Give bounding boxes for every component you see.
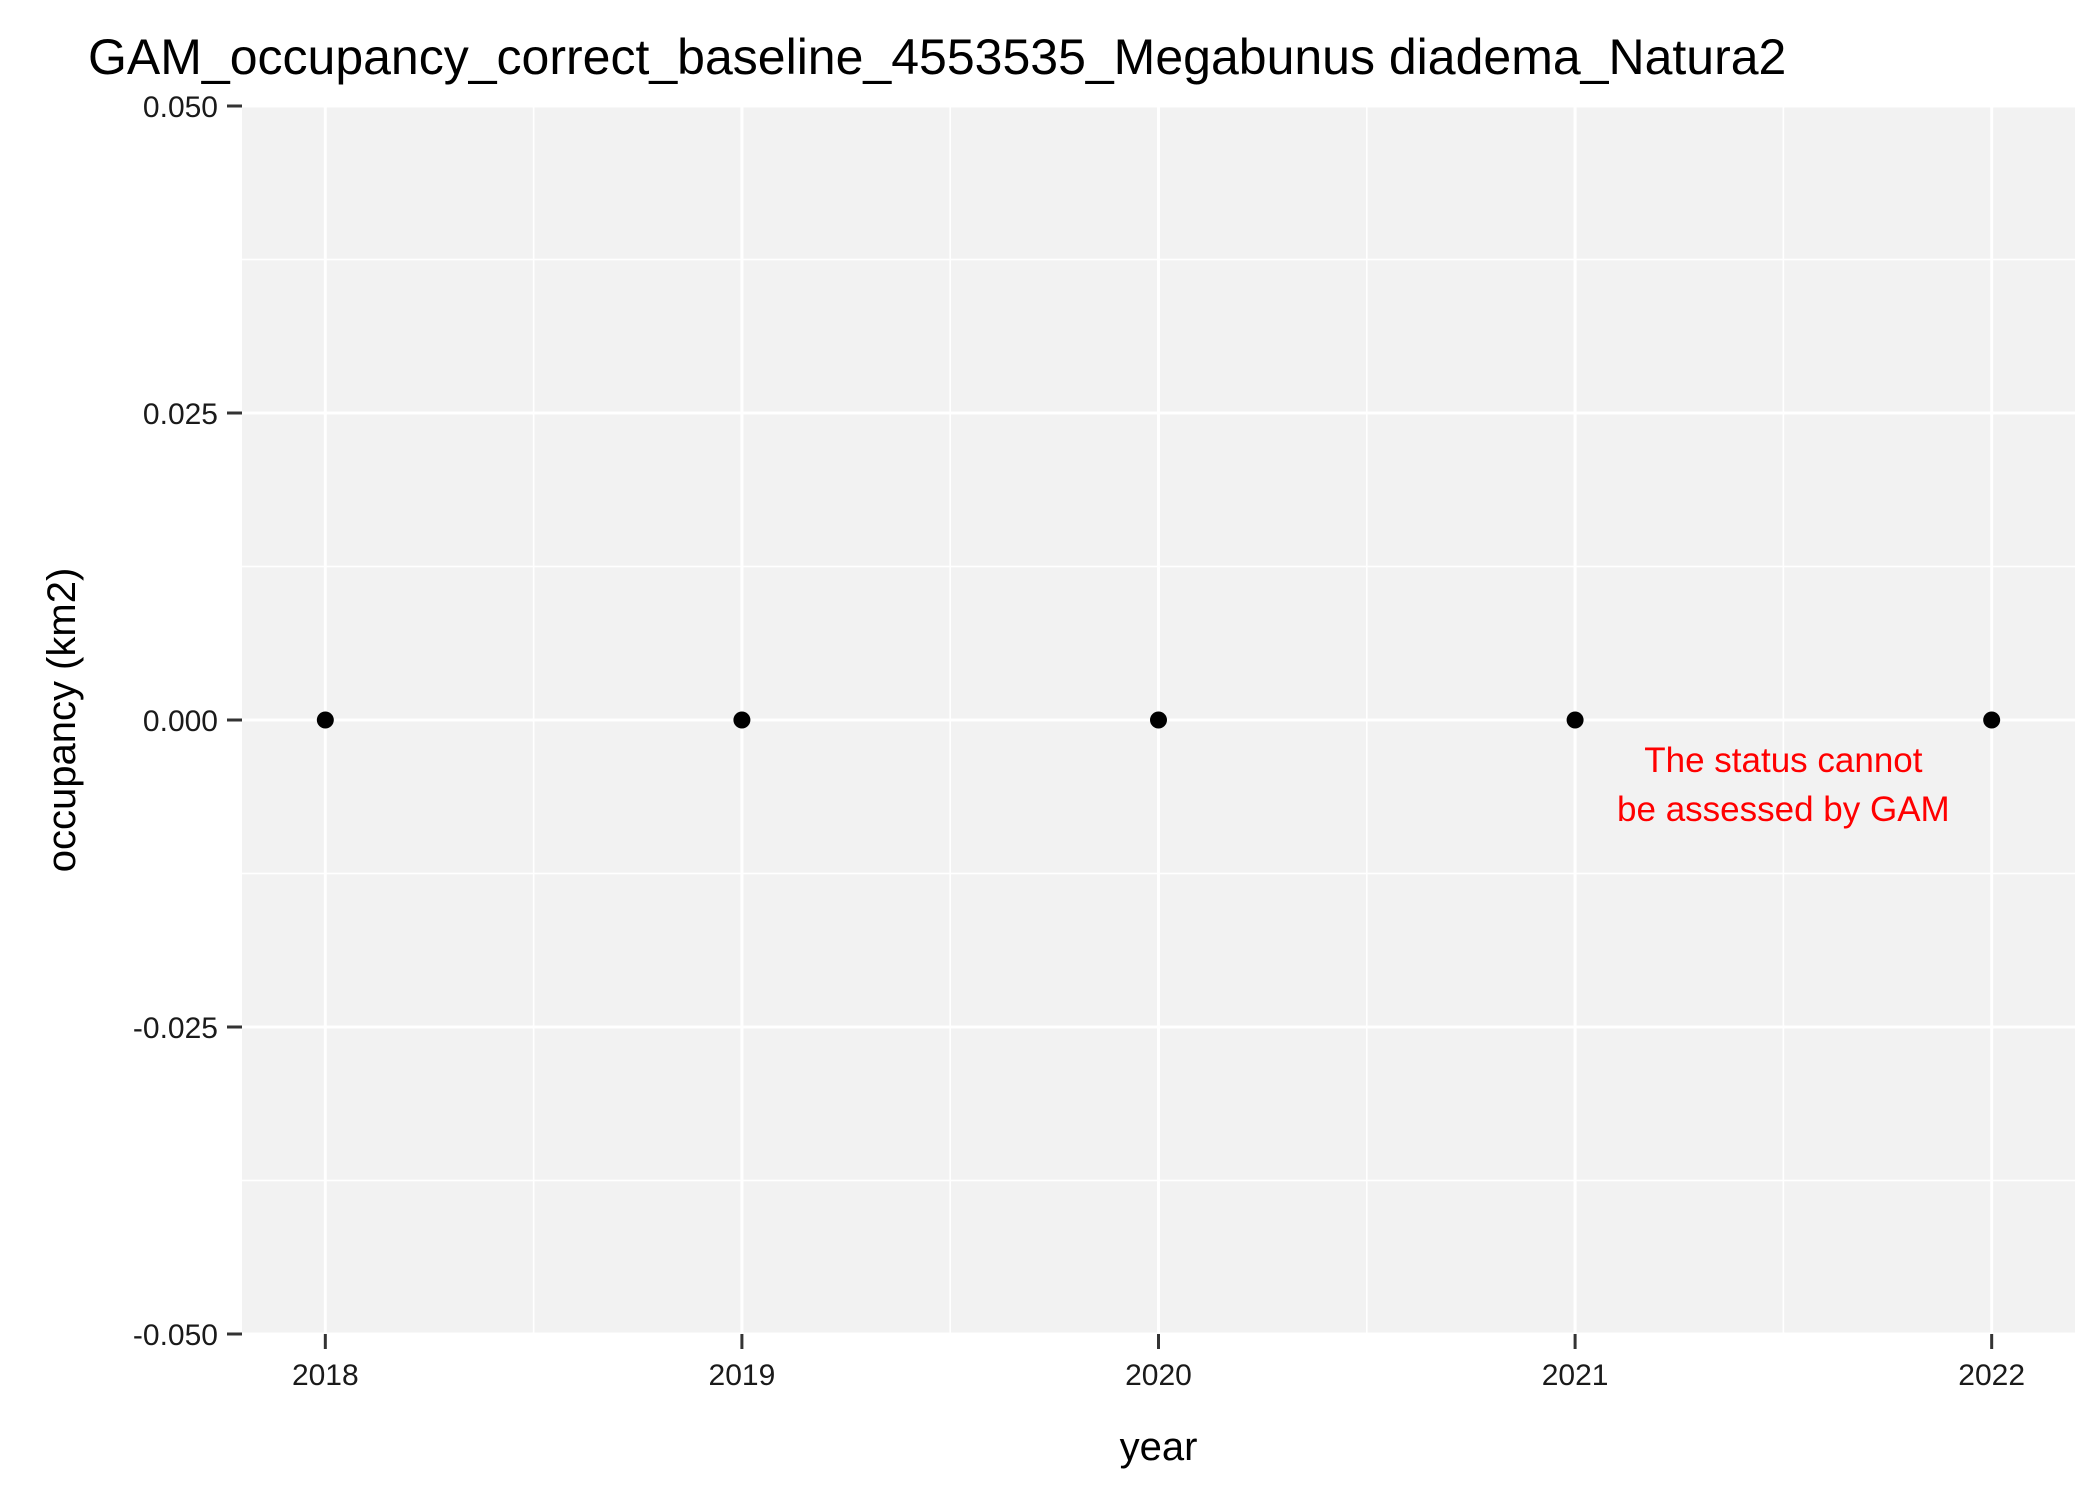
x-axis: 2018 2019 2020 2021 2022 bbox=[292, 1334, 2025, 1392]
y-tick-label: 0.000 bbox=[143, 705, 218, 738]
y-tick-label: 0.050 bbox=[143, 91, 218, 124]
x-axis-title: year bbox=[1120, 1425, 1198, 1469]
x-tick-label: 2018 bbox=[292, 1359, 359, 1392]
data-point bbox=[1150, 711, 1167, 729]
x-tick-label: 2019 bbox=[709, 1359, 776, 1392]
data-point bbox=[1983, 711, 2001, 729]
annotation-line: The status cannot bbox=[1644, 741, 1922, 780]
x-tick-label: 2022 bbox=[1958, 1359, 2025, 1392]
chart-title: GAM_occupancy_correct_baseline_4553535_M… bbox=[88, 29, 1786, 85]
annotation-line: be assessed by GAM bbox=[1617, 790, 1950, 829]
y-tick-label: -0.025 bbox=[133, 1012, 218, 1045]
annotation-text: The status cannot be assessed by GAM bbox=[1617, 741, 1950, 829]
y-axis: -0.050 -0.025 0.000 0.025 0.050 bbox=[133, 91, 242, 1352]
data-points bbox=[316, 711, 2001, 729]
y-axis-title: occupancy (km2) bbox=[40, 568, 84, 873]
data-point bbox=[1566, 711, 1584, 729]
data-point bbox=[316, 711, 334, 729]
y-tick-label: -0.050 bbox=[133, 1319, 218, 1352]
x-tick-label: 2021 bbox=[1542, 1359, 1609, 1392]
data-point bbox=[733, 711, 751, 729]
x-tick-label: 2020 bbox=[1125, 1359, 1192, 1392]
y-tick-label: 0.025 bbox=[143, 398, 218, 431]
